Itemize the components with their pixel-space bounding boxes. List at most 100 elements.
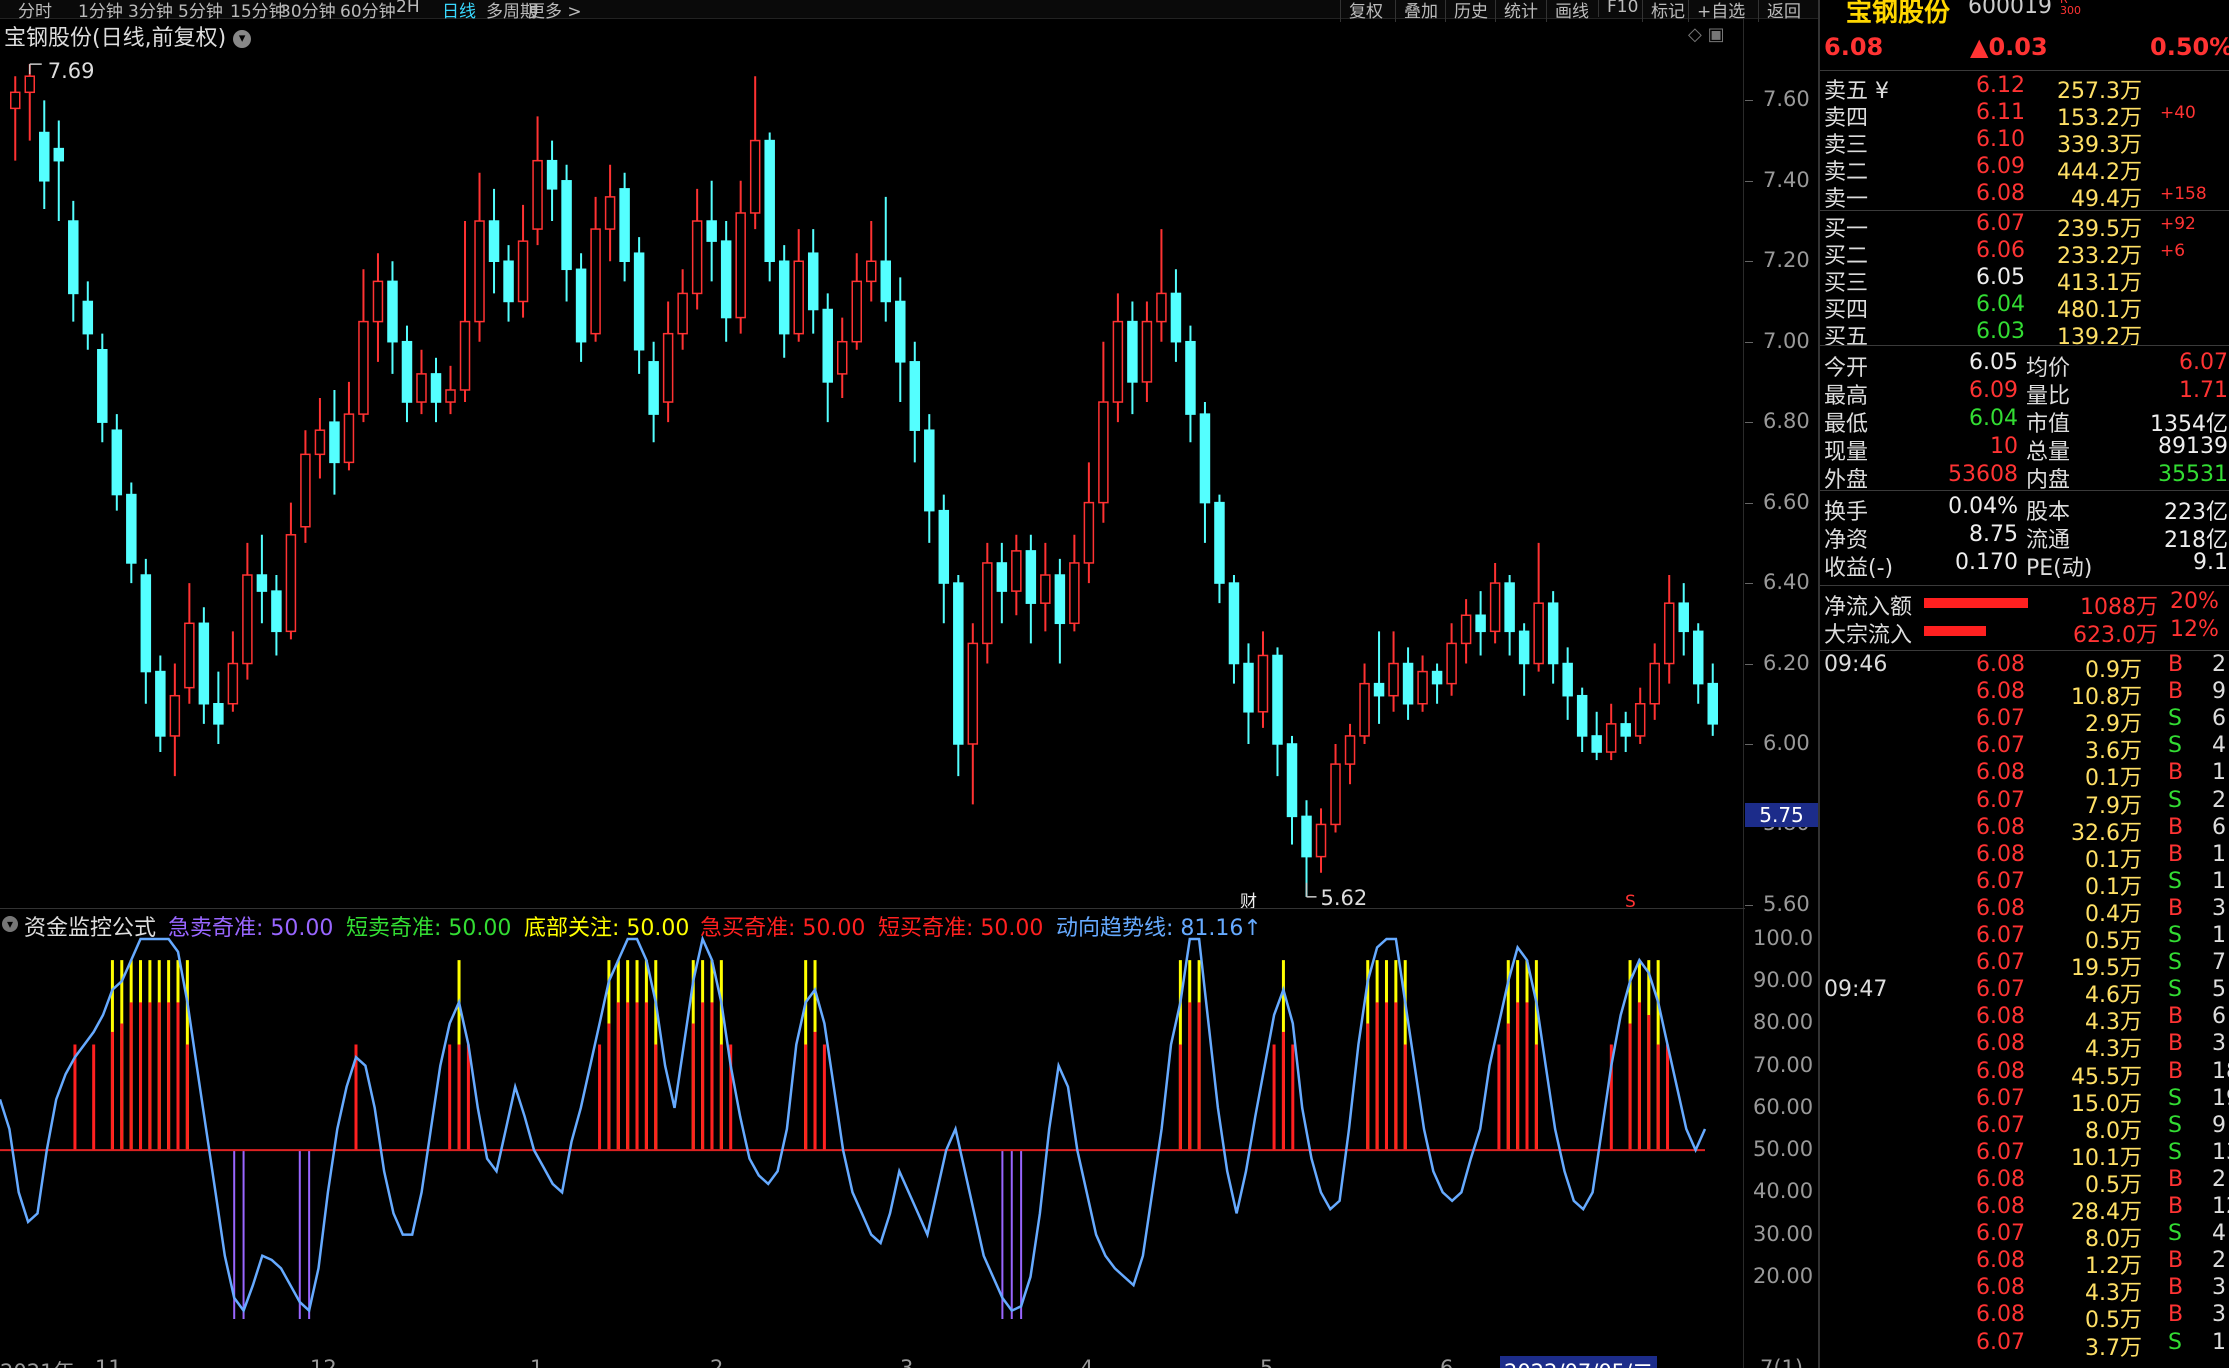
timeframe-9[interactable]: 多周期 [486,2,537,22]
chart-title-text: 宝钢股份(日线,前复权) [4,26,227,51]
date-label-5: 3 [900,1356,914,1368]
indicator-tick: 90.00 [1753,968,1814,993]
tick-row: 6.07 0.5万 S 1 [1820,923,2229,954]
timeframe-5[interactable]: 30分钟 [280,2,336,22]
candle [1504,575,1515,656]
toolbar-button-4[interactable]: 画线 [1546,0,1589,22]
high-price-label: 7.69 [48,59,95,83]
toolbar-button-2[interactable]: 历史 [1445,0,1488,22]
tick-row: 6.07 10.1万 S 13 [1820,1140,2229,1171]
tick-vol: 15.0万 [2071,1091,2142,1117]
candle [953,575,964,777]
tick-row: 6.08 4.3万 B 3 [1820,1275,2229,1306]
tick-price: 6.07 [1976,1221,2025,1247]
bid-label-1: 买二 [1824,244,1869,269]
ask-extra-4: +158 [2160,184,2207,204]
tick-row: 6.08 45.5万 B 18 [1820,1059,2229,1090]
timeframe-2[interactable]: 3分钟 [128,2,173,22]
tick-count: 1 [2212,841,2226,867]
candle [1605,703,1617,761]
candle [387,261,398,374]
stat2-value-1b: 218亿 [2164,528,2228,553]
flow-bar-0 [1924,598,2028,608]
timeframe-10[interactable]: 更多 > [528,2,582,22]
timeframe-7[interactable]: 2H [396,0,420,17]
toolbar-button-1[interactable]: 叠加 [1395,0,1438,22]
tick-price: 6.07 [1976,733,2025,759]
candle [488,188,500,294]
tick-vol: 0.9万 [2085,658,2142,683]
candle [532,116,543,246]
timeframe-8[interactable]: 日线 [442,2,476,22]
tick-vol: 0.1万 [2085,847,2142,873]
candle [372,253,384,362]
tick-vol: 4.3万 [2085,1010,2142,1036]
candle [1127,301,1138,415]
timeframe-3[interactable]: 5分钟 [178,2,223,22]
tick-side: S [2168,950,2182,976]
toolbar-button-5[interactable]: F10 [1598,0,1638,17]
tick-vol: 4.3万 [2085,1037,2142,1063]
candle [851,253,862,350]
candle [53,120,65,222]
toolbar-button-3[interactable]: 统计 [1495,0,1538,22]
low-price-label: 5.62 [1321,886,1368,910]
stock-name: 宝钢股份 [1846,0,1951,28]
timeframe-1[interactable]: 1分钟 [78,2,123,22]
candle [1011,534,1022,616]
toolbar-button-7[interactable]: +自选 [1688,0,1745,22]
ask-price-0: 6.12 [1976,73,2025,98]
chart-view-icons[interactable]: ◇ ▣ [1688,24,1725,45]
last-price: 6.08 [1824,33,1884,61]
candlestick-chart[interactable]: 7.69 5.62 财 S [0,40,1745,925]
bid-label-0: 买一 [1824,217,1869,242]
tick-row: 09:47 6.07 4.6万 S 5 [1820,977,2229,1008]
candle [749,76,761,230]
timeframe-0[interactable]: 分时 [18,2,52,22]
tick-row: 6.08 0.5万 B 2 [1820,1167,2229,1198]
candle [242,542,253,680]
toolbar-button-0[interactable]: 复权 [1340,0,1383,22]
tick-vol: 0.1万 [2085,874,2142,900]
candle [909,341,921,463]
candle [10,76,21,161]
candle [68,200,79,322]
tick-row: 6.08 0.1万 B 1 [1820,760,2229,791]
tick-row: 6.08 32.6万 B 6 [1820,815,2229,846]
tick-side: S [2168,923,2182,948]
indicator-tick: 50.00 [1753,1137,1814,1162]
s-marker[interactable]: S [1625,892,1636,912]
indicator-tick: 80.00 [1753,1010,1814,1035]
tick-count: 3 [2212,1302,2226,1328]
date-label-2: 12 [310,1356,337,1368]
finance-marker[interactable]: 财 [1240,892,1257,912]
stat2-value-0b: 223亿 [2164,500,2228,525]
dropdown-icon[interactable]: ▾ [233,30,252,48]
candle [575,253,587,362]
indicator-chart[interactable] [0,935,1745,1355]
stat-label-4b: 内盘 [2026,468,2071,493]
price-change: ▲0.03 [1970,33,2048,61]
quote-panel: 宝钢股份 600019 R 300 6.08 ▲0.03 0.50% 卖五 ¥ 6… [1818,0,2229,1368]
price-tick-mark [1745,341,1753,343]
indicator-collapse-icon[interactable]: ▾ [2,916,18,932]
tick-vol: 0.5万 [2085,1172,2142,1198]
candle [677,269,688,350]
tick-side: B [2168,1004,2184,1030]
toolbar-button-8[interactable]: 返回 [1758,0,1801,22]
candle [866,221,877,302]
timeframe-6[interactable]: 60分钟 [340,2,396,22]
candle [1402,647,1414,720]
tick-vol: 4.6万 [2085,983,2142,1009]
candle [97,333,108,443]
price-tick: 6.40 [1763,570,1810,595]
tick-side: B [2168,1248,2184,1274]
candle [517,204,529,318]
indicator-tick: 20.00 [1753,1263,1814,1288]
indicator-item-0: 急卖奇准: 50.00 [168,916,334,941]
toolbar-button-6[interactable]: 标记 [1642,0,1685,22]
tick-side: S [2168,977,2182,1003]
candle [1388,631,1399,712]
tick-side: S [2168,1221,2182,1247]
timeframe-4[interactable]: 15分钟 [230,2,286,22]
